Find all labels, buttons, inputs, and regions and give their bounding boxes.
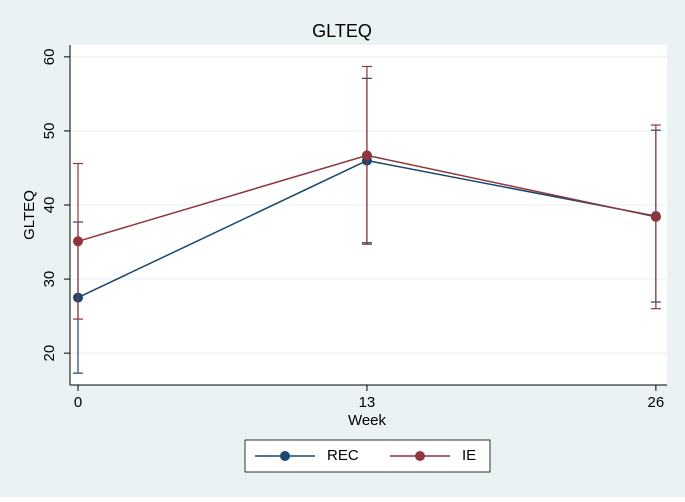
point	[650, 211, 661, 222]
legend-label: REC	[327, 447, 359, 464]
y-tick-label: 40	[41, 197, 58, 214]
point	[361, 150, 372, 161]
legend-label: IE	[462, 447, 476, 464]
y-tick-label: 30	[41, 271, 58, 288]
point	[73, 236, 84, 247]
y-axis-label: GLTEQ	[21, 190, 38, 240]
y-tick-label: 50	[41, 123, 58, 140]
x-tick-label: 26	[648, 394, 665, 411]
y-tick-label: 20	[41, 345, 58, 362]
x-tick-label: 13	[359, 394, 376, 411]
legend-marker	[280, 451, 290, 461]
chart-title: GLTEQ	[312, 21, 372, 41]
legend-marker	[415, 451, 425, 461]
x-axis-label: Week	[348, 412, 387, 429]
plot-area	[70, 45, 667, 385]
y-tick-label: 60	[41, 49, 58, 66]
x-tick-label: 0	[74, 394, 82, 411]
